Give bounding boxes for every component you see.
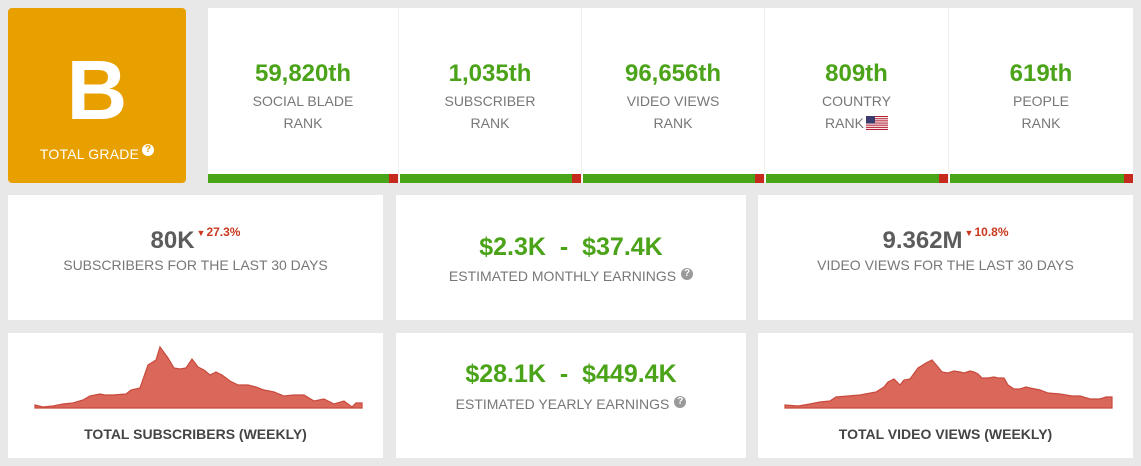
rank-value: 619th [1009,60,1073,87]
rank-label: VIDEO VIEWS RANK [582,90,764,134]
earnings-high: $449.4K [582,360,677,388]
down-delta: ▼10.8% [965,225,1009,239]
subscribers-weekly-chart-card: TOTAL SUBSCRIBERS (WEEKLY) [8,333,383,458]
views-sparkline [784,359,1113,409]
subscribers-sparkline [34,345,363,409]
yearly-earnings-card: $28.1K - $449.4K ESTIMATED YEARLY EARNIN… [396,333,746,458]
label-text: ESTIMATED MONTHLY EARNINGS [448,268,677,284]
down-arrow-icon: ▼ [196,228,206,238]
grade-label: TOTAL GRADE? [8,144,186,162]
rank-label-line1: SOCIAL BLADE [252,93,354,109]
rank-panel: 59,820th SOCIAL BLADE RANK 1,035th SUBSC… [208,8,1133,183]
earnings-low: $28.1K [465,360,546,388]
monthly-earnings-label: ESTIMATED MONTHLY EARNINGS? [396,268,746,284]
help-icon[interactable]: ? [681,268,694,280]
monthly-earnings-value: $2.3K - $37.4K [396,233,746,262]
chart-title: TOTAL SUBSCRIBERS (WEEKLY) [84,426,307,442]
views-30d-value: 9.362M ▼10.8% [758,225,1133,255]
rank-bar [766,174,948,183]
label-text: ESTIMATED YEARLY EARNINGS [455,396,670,412]
rank-bar [583,174,764,183]
earnings-low: $2.3K [479,233,546,261]
subscriber-rank: 1,035th SUBSCRIBER RANK [399,8,582,183]
value-text: 80K [150,227,195,254]
social-blade-rank: 59,820th SOCIAL BLADE RANK [208,8,399,183]
rank-label: SOCIAL BLADE RANK [208,90,398,134]
subscribers-30d-value: 80K ▼27.3% [8,225,383,255]
rank-value: 809th [825,60,888,87]
subscribers-30d-card: 80K ▼27.3% SUBSCRIBERS FOR THE LAST 30 DA… [8,195,383,320]
us-flag-icon [865,116,888,130]
video-views-rank: 96,656th VIDEO VIEWS RANK [582,8,765,183]
people-rank: 619th PEOPLE RANK [949,8,1133,183]
rank-label: COUNTRY RANK [765,90,948,134]
rank-bar [208,174,398,183]
rank-label-line1: PEOPLE [1012,93,1070,109]
country-rank: 809th COUNTRY RANK [765,8,949,183]
help-icon[interactable]: ? [674,396,687,408]
rank-label: PEOPLE RANK [949,90,1133,134]
views-30d-card: 9.362M ▼10.8% VIDEO VIEWS FOR THE LAST 30… [758,195,1133,320]
down-arrow-icon: ▼ [964,228,974,238]
delta-text: 27.3% [206,225,241,239]
earnings-sep: - [559,233,569,261]
rank-bar [950,174,1133,183]
monthly-earnings-card: $2.3K - $37.4K ESTIMATED MONTHLY EARNING… [396,195,746,320]
total-grade-card: B TOTAL GRADE? [8,8,186,183]
rank-value: 59,820th [254,60,352,87]
help-icon[interactable]: ? [142,144,155,156]
delta-text: 10.8% [974,225,1009,239]
rank-label-line2: RANK [653,115,693,131]
rank-bar [400,174,581,183]
rank-value: 96,656th [624,60,722,87]
earnings-sep: - [559,360,569,388]
value-text: 9.362M [882,227,963,254]
rank-label-line2: RANK [283,115,323,131]
rank-label-line2: RANK [825,115,864,131]
rank-label-line1: SUBSCRIBER [444,93,536,109]
chart-title: TOTAL VIDEO VIEWS (WEEKLY) [838,426,1053,442]
rank-label-line1: COUNTRY [822,93,891,109]
yearly-earnings-value: $28.1K - $449.4K [396,360,746,389]
views-30d-label: VIDEO VIEWS FOR THE LAST 30 DAYS [817,257,1074,273]
yearly-earnings-label: ESTIMATED YEARLY EARNINGS? [396,396,746,412]
grade-letter: B [66,43,128,137]
rank-label-line1: VIDEO VIEWS [626,93,720,109]
subscribers-30d-label: SUBSCRIBERS FOR THE LAST 30 DAYS [63,257,328,273]
views-weekly-chart-card: TOTAL VIDEO VIEWS (WEEKLY) [758,333,1133,458]
grade-label-text: TOTAL GRADE [39,146,140,162]
rank-value: 1,035th [448,60,532,87]
rank-label-line2: RANK [1021,115,1061,131]
rank-label-line2: RANK [470,115,510,131]
earnings-high: $37.4K [582,233,663,261]
down-delta: ▼27.3% [197,225,241,239]
rank-label: SUBSCRIBER RANK [399,90,581,134]
